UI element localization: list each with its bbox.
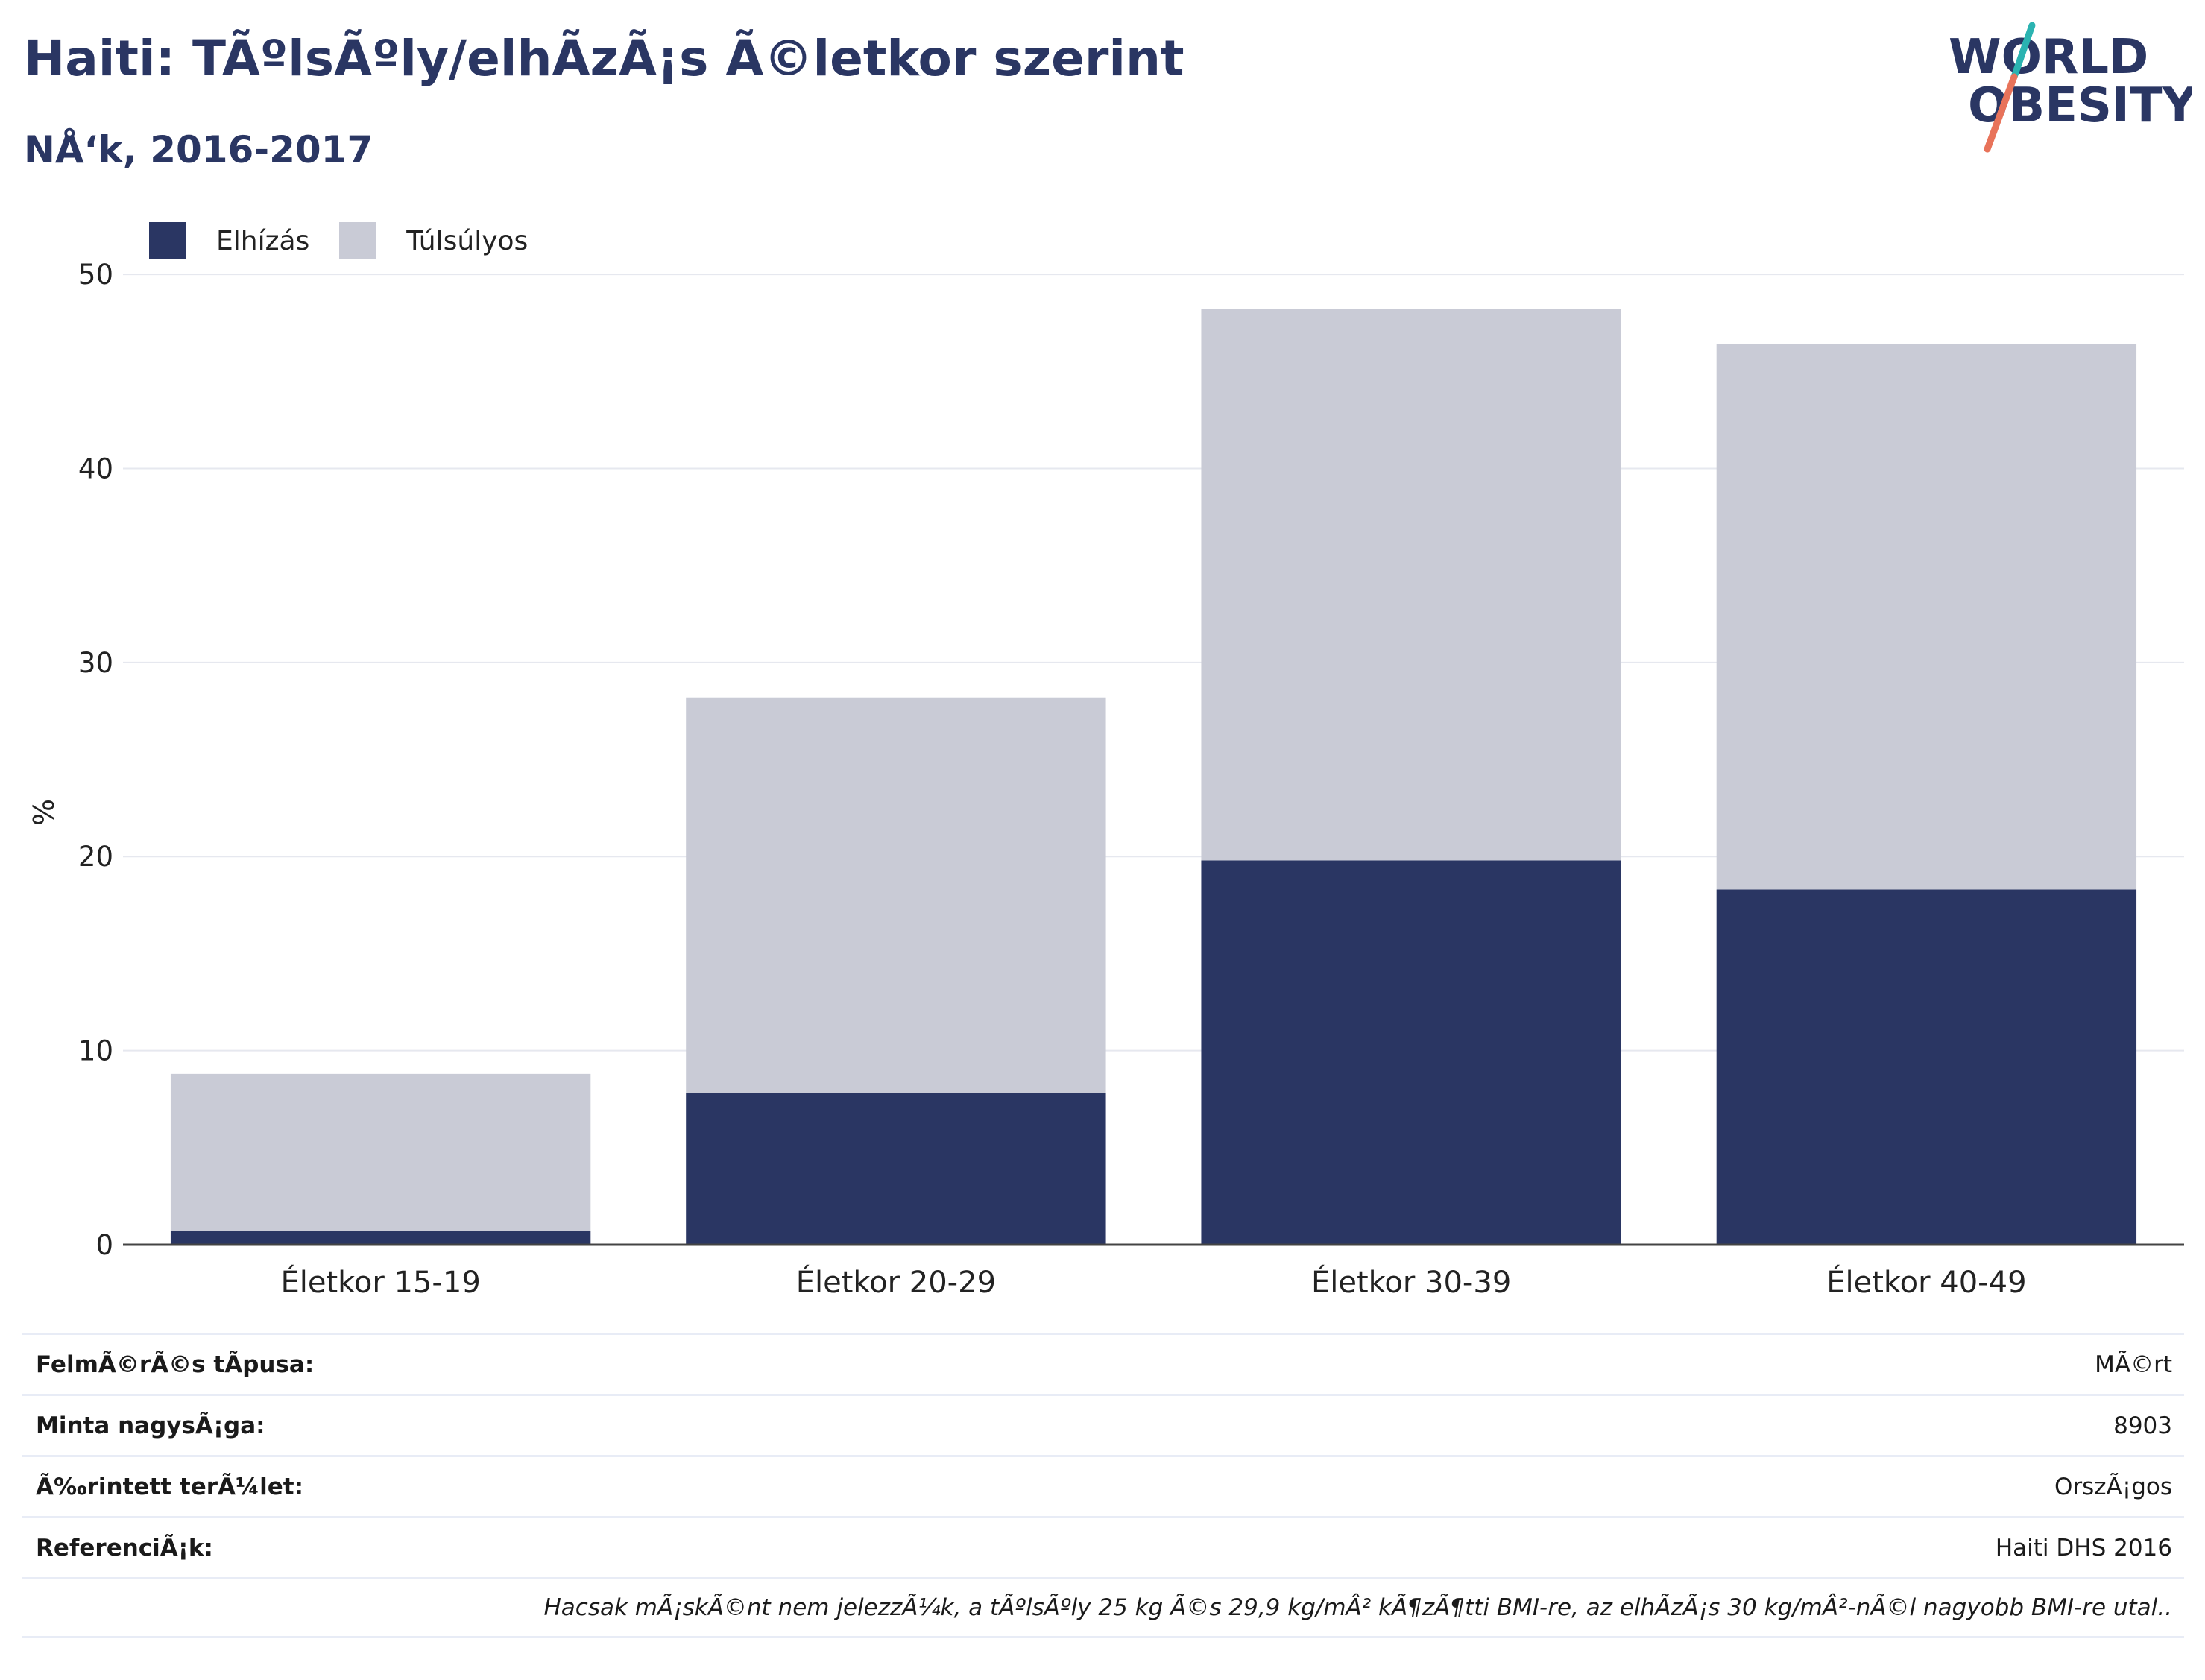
bar-overweight — [170, 1073, 591, 1231]
y-tick-label: 30 — [78, 647, 113, 679]
meta-row-sample-size: Minta nagysÃ¡ga: 8903 — [22, 1394, 2184, 1455]
meta-key: Minta nagysÃ¡ga: — [36, 1412, 265, 1439]
legend-item-obesity[interactable]: Elhízás — [149, 222, 309, 259]
meta-value: OrszÃ¡gos — [2054, 1473, 2172, 1500]
bar-obesity — [1716, 889, 2137, 1245]
legend-label-overweight: Túlsúlyos — [406, 225, 529, 256]
bar-overweight — [1201, 309, 1621, 861]
chart-subtitle: NÅ‘k, 2016-2017 — [24, 128, 373, 171]
meta-value: 8903 — [2113, 1412, 2172, 1439]
meta-row-survey-type: FelmÃ©rÃ©s tÃ­pusa: MÃ©rt — [22, 1333, 2184, 1394]
metadata-table: FelmÃ©rÃ©s tÃ­pusa: MÃ©rt Minta nagysÃ¡g… — [22, 1333, 2184, 1638]
x-tick-label: Életkor 15-19 — [280, 1264, 480, 1300]
bar-obesity — [170, 1231, 591, 1245]
meta-value: MÃ©rt — [2095, 1351, 2172, 1378]
y-tick-label: 40 — [78, 452, 113, 484]
bar-chart: 0 10 20 30 40 50% Életkor 15-19 Életkor 20-29 Él… — [28, 259, 2184, 1300]
legend-label-obesity: Elhízás — [216, 225, 310, 256]
meta-key: ReferenciÃ¡k: — [36, 1534, 213, 1561]
logo-slash-teal — [2010, 22, 2036, 80]
logo-word-world: WORLD — [1949, 30, 2148, 85]
meta-value: Haiti DHS 2016 — [1995, 1534, 2172, 1561]
y-axis-label: % — [28, 799, 60, 826]
x-tick-label: Életkor 20-29 — [796, 1264, 996, 1300]
y-tick-label: 20 — [78, 841, 113, 873]
y-tick-label: 0 — [95, 1229, 113, 1261]
y-tick-label: 10 — [78, 1035, 113, 1067]
y-tick-label: 50 — [78, 259, 113, 291]
chart-title: Haiti: TÃºlsÃºly/elhÃ­zÃ¡s Ã©letkor szer… — [24, 30, 1184, 87]
meta-row-references: ReferenciÃ¡k: Haiti DHS 2016 — [22, 1516, 2184, 1577]
logo-slash-red — [1984, 73, 2018, 153]
legend-swatch-overweight — [339, 222, 377, 259]
meta-key: FelmÃ©rÃ©s tÃ­pusa: — [36, 1351, 315, 1378]
meta-key: Ã‰rintett terÃ¼let: — [36, 1473, 303, 1500]
footnote: Hacsak mÃ¡skÃ©nt nem jelezzÃ¼k, a tÃºlsÃ… — [22, 1577, 2184, 1638]
world-obesity-logo: WORLD OBESITY — [1949, 22, 2192, 153]
meta-row-area: Ã‰rintett terÃ¼let: OrszÃ¡gos — [22, 1455, 2184, 1516]
x-tick-label: Életkor 30-39 — [1311, 1264, 1511, 1300]
legend-swatch-obesity — [149, 222, 186, 259]
legend-item-overweight[interactable]: Túlsúlyos — [339, 222, 528, 259]
legend: Elhízás Túlsúlyos — [149, 222, 558, 259]
x-tick-label: Életkor 40-49 — [1826, 1264, 2026, 1300]
bar-overweight — [686, 697, 1106, 1093]
bar-obesity — [686, 1093, 1106, 1245]
bar-overweight — [1716, 344, 2137, 890]
bar-obesity — [1201, 860, 1621, 1245]
